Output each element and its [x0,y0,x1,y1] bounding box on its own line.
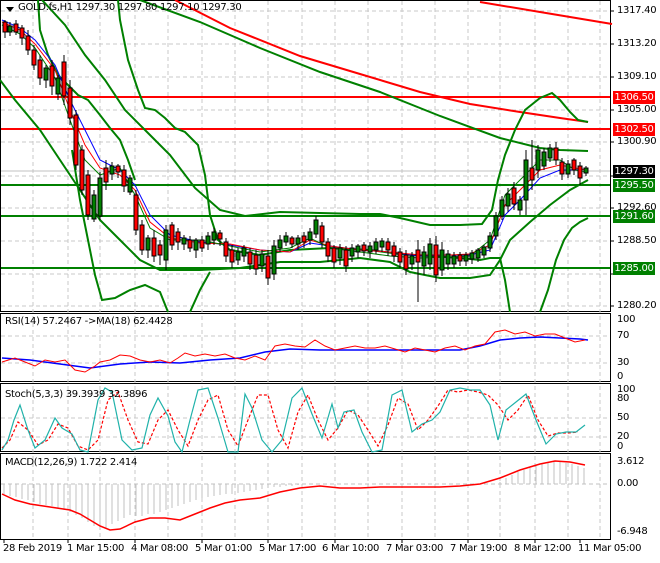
macd-tick: 3.612 [617,456,645,467]
time-tick: 4 Mar 08:00 [131,543,189,554]
band-outer-low-left [189,271,211,313]
rsi-tick: 0 [617,371,624,382]
price-tick: 1288.50 [617,235,657,246]
band-upper-green [41,0,589,226]
stoch-tick: 100 [617,384,636,395]
stoch-main-line [1,386,586,454]
price-tick: 1300.90 [617,136,657,147]
time-tick: 28 Feb 2019 [3,543,62,554]
macd-signal-line [1,460,586,531]
band-outer-lower-2 [37,0,136,181]
rsi-tick: 100 [617,314,636,325]
rsi-tick: 30 [617,357,630,368]
price-tick: 1305.00 [617,104,657,115]
price-tick: 1280.20 [617,300,657,311]
rsi-tick: 70 [617,330,630,341]
ma-green-thin [1,24,589,259]
macd-panel-border [0,453,611,540]
band-outer-deep [71,149,169,313]
price-tick: 1317.40 [617,5,657,16]
symbol-menu-chevron-icon [6,7,14,12]
rsi-line [1,329,586,373]
band-outer-low-right [539,217,589,313]
stoch-tick: 0 [617,441,624,452]
time-tick: 5 Mar 01:00 [195,543,253,554]
time-tick: 1 Mar 15:00 [67,543,125,554]
price-tick: 1292.60 [617,202,657,213]
macd-title: MACD(12,26,9) 1.722 2.414 [5,457,138,468]
time-tick: 7 Mar 03:00 [386,543,444,554]
current-price-tag: 1297.30 [613,165,655,178]
time-tick: 6 Mar 10:00 [322,543,380,554]
macd-tick: -6.948 [617,526,648,537]
level-tag-1295-50: 1295.50 [613,179,655,192]
level-tag-1285-00: 1285.00 [613,262,655,275]
level-tag-1302-50: 1302.50 [613,123,655,136]
upper-trend-red [479,1,613,25]
price-tick: 1309.10 [617,71,657,82]
price-panel-border [0,0,611,312]
band-outer-lower [117,0,511,313]
stoch-tick: 80 [617,393,630,404]
price-tick: 1313.20 [617,38,657,49]
stoch-title: Stoch(5,3,3) 39.3939 32.3896 [5,389,148,400]
level-tag-1291-60: 1291.60 [613,210,655,223]
rsi-panel-border [0,313,611,382]
rsi-title: RSI(14) 57.2467 ->MA(18) 62.4428 [5,316,173,327]
time-tick: 8 Mar 12:00 [514,543,572,554]
stoch-tick: 50 [617,412,630,423]
chart-symbol-ohlc: GOLD.fs,H1 1297.30 1297.80 1297.10 1297.… [18,2,242,13]
stoch-tick: 20 [617,431,630,442]
time-tick: 7 Mar 19:00 [450,543,508,554]
time-tick: 5 Mar 17:00 [259,543,317,554]
level-tag-1306-50: 1306.50 [613,91,655,104]
long-ma-red [174,0,589,123]
stoch-panel-border [0,383,611,452]
candles [2,20,589,302]
macd-tick: 0.00 [617,478,639,489]
macd-histogram [3,461,585,530]
time-tick: 11 Mar 05:00 [578,543,642,554]
